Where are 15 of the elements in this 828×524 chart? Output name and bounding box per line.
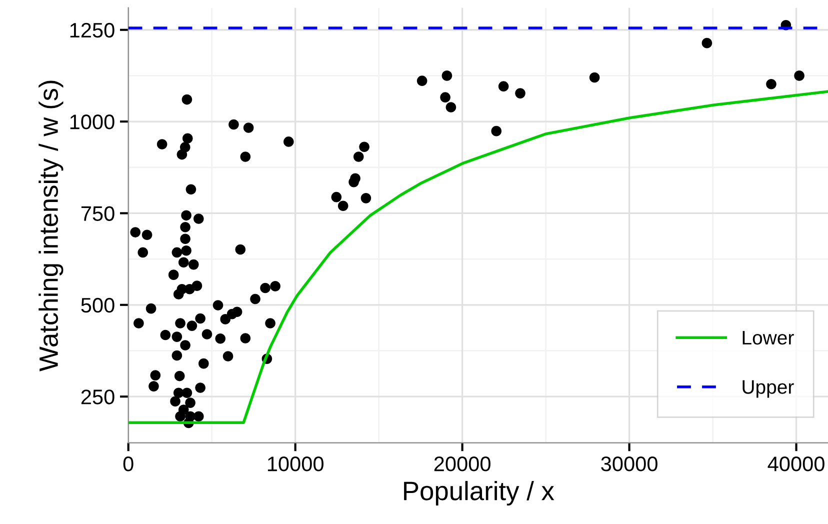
- x-tick-label: 20000: [434, 456, 490, 472]
- x-tick-label: 40000: [768, 456, 824, 472]
- y-tick-label: 1250: [70, 22, 114, 38]
- legend-label: Upper: [742, 380, 794, 398]
- y-tick-label: 750: [81, 206, 114, 221]
- y-tick-label: 1000: [70, 114, 114, 130]
- x-axis-title: Popularity / x: [404, 480, 554, 506]
- x-tick-label: 30000: [601, 456, 658, 472]
- x-tick-label: 10000: [268, 456, 324, 472]
- y-axis-title: Watching intensity / w (s): [38, 80, 64, 372]
- y-tick-label: 250: [81, 390, 114, 404]
- y-tick-label: 500: [81, 298, 114, 313]
- legend-label: Lower: [742, 331, 794, 345]
- line-series: [128, 90, 828, 424]
- x-tick-label: 0: [123, 456, 134, 472]
